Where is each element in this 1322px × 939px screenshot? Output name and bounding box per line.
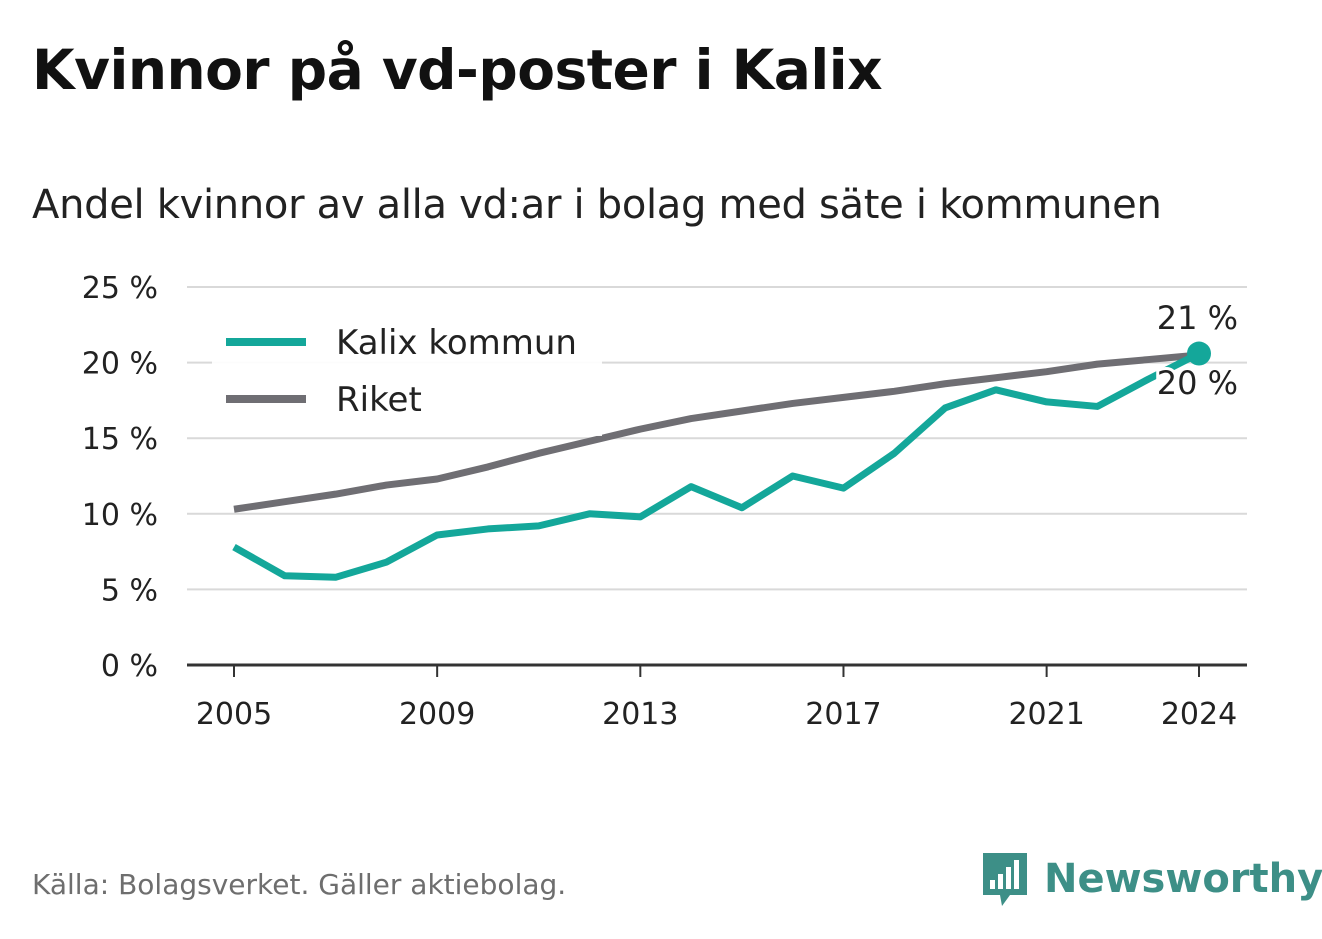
x-tick-label: 2005 (196, 697, 272, 732)
legend-label: Kalix kommun (336, 323, 577, 363)
end-labels: 21 % 20 % (1154, 299, 1241, 405)
y-tick-label: 25 % (82, 271, 158, 306)
y-tick-label: 0 % (101, 649, 158, 684)
y-tick-label: 15 % (82, 422, 158, 457)
x-tick-label: 2024 (1161, 697, 1237, 732)
chart-subtitle: Andel kvinnor av alla vd:ar i bolag med … (32, 182, 1162, 228)
legend: Kalix kommun Riket (212, 318, 602, 436)
x-tick-label: 2013 (602, 697, 678, 732)
line-chart: 0 %5 %10 %15 %20 %25 % 2005 2009 2013 2017 2… (82, 271, 1247, 732)
end-point-marker (1187, 341, 1211, 366)
y-tick-label: 10 % (82, 498, 158, 533)
x-tick-label: 2017 (805, 697, 881, 732)
source-note: Källa: Bolagsverket. Gäller aktiebolag. (32, 868, 567, 901)
x-tick-label: 2021 (1008, 697, 1084, 732)
series-line-riket (233, 351, 1200, 513)
y-tick-label: 5 % (101, 573, 158, 608)
chart-title: Kvinnor på vd-poster i Kalix (32, 38, 883, 102)
brand-logo: Newsworthy (980, 850, 1322, 908)
end-label-kalix: 21 % (1157, 299, 1238, 337)
x-tick-label: 2009 (399, 697, 475, 732)
series-lines (232, 341, 1211, 581)
brand-name: Newsworthy (1044, 856, 1322, 902)
y-tick-label: 20 % (82, 347, 158, 382)
legend-label: Riket (336, 380, 422, 420)
x-axis: 2005 2009 2013 2017 2021 2024 (187, 663, 1247, 732)
end-label-riket: 20 % (1157, 364, 1238, 402)
newsworthy-logo-icon (983, 853, 1027, 906)
y-axis-ticks: 0 % 5 % 10 % 15 % 20 % 25 % (82, 271, 158, 684)
series-line-kalix-kommun (232, 350, 1201, 581)
legend-box (212, 318, 602, 436)
